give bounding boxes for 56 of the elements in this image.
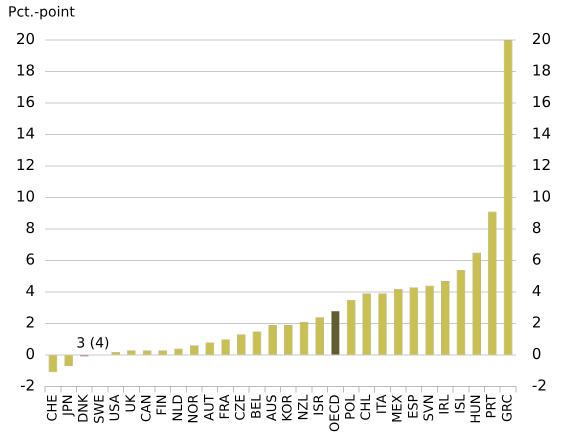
x-tick-label: OECD [328,394,343,432]
x-tick-label: POL [344,394,358,420]
y-tick-label: -2 [20,376,36,394]
y2-tick-label: 0 [532,344,542,363]
y-tick-label: 0 [26,344,36,363]
y-tick-label: 20 [16,30,36,48]
x-tick-label: NLD [170,394,186,422]
y2-tick-label: 4 [532,282,542,300]
y-tick-label: 14 [16,124,36,142]
y-tick-label: 2 [26,313,36,332]
x-tick-label: SWE [92,394,108,424]
annotation: 3 (4) [76,336,110,352]
x-tick-label: AUS [265,394,280,422]
x-tick-label: BEL [249,394,264,419]
x-tick-label: SVN [422,394,437,422]
x-tick-label: ESP [406,394,422,419]
y2-tick-label: 6 [532,250,542,268]
x-tick-label: CHL [359,394,374,421]
y-tick-label: 12 [16,156,36,174]
y2-tick-label: 16 [532,92,552,111]
y-axis-title: Pct.-point [8,4,76,21]
x-tick-label: ITA [374,394,390,414]
y2-tick-label: 12 [532,156,552,174]
x-tick-label: FIN [155,394,170,416]
x-tick-label: NOR [186,394,202,424]
x-tick-label: HUN [469,394,484,424]
y2-tick-label: -2 [532,376,547,394]
y-tick-label: 10 [16,187,36,206]
x-tick-label: UK [124,394,139,413]
x-tick-label: JPN [61,394,76,417]
x-tick-label: IRL [438,394,453,415]
x-tick-label: KOR [280,394,296,422]
y2-tick-label: 18 [532,61,552,80]
x-tick-label: ISR [312,394,328,416]
y-tick-label: 6 [26,250,36,268]
x-tick-label: CAN [139,394,154,422]
y-tick-label: 16 [16,92,36,111]
x-tick-label: DNK [76,394,92,423]
x-tick-label: MEX [390,394,406,423]
y2-tick-label: 10 [532,187,552,206]
y2-tick-label: 2 [532,313,542,332]
x-tick-label: GRC [500,394,516,422]
y2-tick-label: 8 [532,218,542,237]
y-tick-label: 8 [26,218,36,237]
y-tick-label: 18 [16,61,36,80]
x-tick-label: CHE [45,394,60,422]
x-tick-label: AUT [202,394,218,421]
x-tick-label: PRT [484,394,500,418]
y-tick-label: 4 [26,282,36,300]
x-tick-label: FRA [218,394,233,420]
y2-tick-label: 20 [532,30,552,48]
y2-tick-label: 14 [532,124,552,142]
x-tick-label: NZL [296,394,312,420]
x-tick-label: CZE [234,394,249,421]
x-tick-label: USA [108,394,124,422]
x-tick-label: ISL [453,394,468,414]
